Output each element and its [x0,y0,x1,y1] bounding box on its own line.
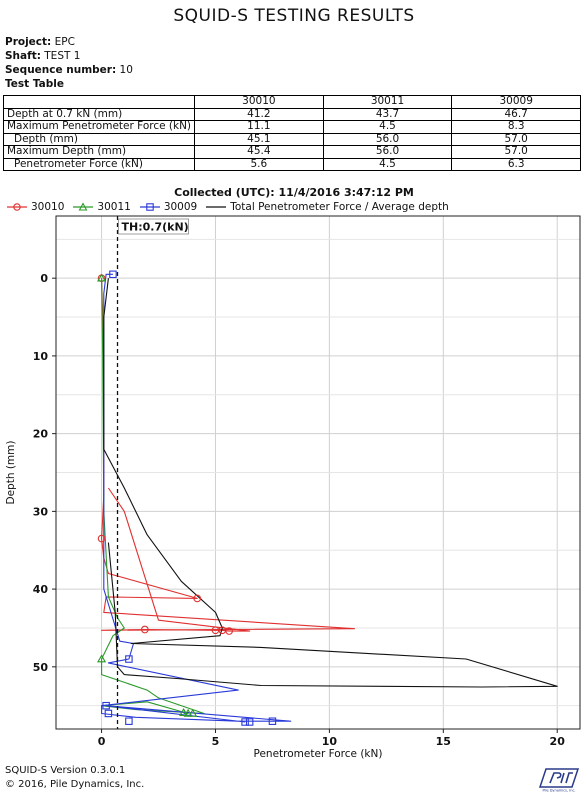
y-tick-label: 40 [33,583,49,596]
table-cell: 41.2 [194,107,324,121]
legend-item-30009: 30009 [139,201,197,213]
table-row: Maximum Depth (mm) 45.4 56.0 57.0 [2,145,581,159]
shaft-label: Shaft: [5,50,41,62]
footer-copyright: © 2016, Pile Dynamics, Inc. [5,779,145,790]
data-point-square [268,717,277,725]
test-table-label: Test Table [5,78,64,90]
legend-label: Total Penetrometer Force / Average depth [230,201,449,213]
legend-item-total: Total Penetrometer Force / Average depth [205,201,449,213]
table-corner [2,95,196,109]
pile-dynamics-logo-icon: Pile Dynamics, Inc. [538,768,580,793]
row-label: Depth (mm) [2,132,196,146]
chart-legend: 30010 30011 30009 Total Penetrometer For… [6,201,449,213]
collected-timestamp: Collected (UTC): 11/4/2016 3:47:12 PM [174,186,414,199]
legend-swatch-triangle-icon [73,202,94,211]
data-point-square [104,709,113,718]
series-line-1 [101,278,356,632]
legend-item-30011: 30011 [72,201,131,213]
x-axis-label: Penetrometer Force (kN) [254,748,383,760]
table-cell: 5.6 [194,157,324,171]
svg-text:Pile Dynamics, Inc.: Pile Dynamics, Inc. [542,789,575,793]
x-tick-label: 15 [436,735,451,748]
shaft-line: Shaft: TEST 1 [5,50,80,63]
data-point-square [125,717,133,725]
row-label: Penetrometer Force (kN) [2,157,196,171]
sequence-label: Sequence number: [5,64,117,76]
data-point-circle [141,625,149,634]
legend-swatch-circle-icon [7,203,27,211]
row-label: Depth at 0.7 kN (mm) [2,107,196,121]
table-cell: 57.0 [451,132,581,146]
footer-version: SQUID-S Version 0.3.0.1 [5,765,126,776]
y-tick-label: 50 [33,661,49,674]
data-point-square [125,655,133,663]
project-label: Project: [5,36,52,48]
y-tick-label: 0 [40,272,48,285]
x-tick-label: 5 [212,735,220,748]
results-table: 30010 30011 30009 Depth at 0.7 kN (mm) 4… [2,95,581,171]
row-label: Maximum Penetrometer Force (kN) [2,120,196,134]
table-cell: 45.1 [194,132,324,146]
legend-label: 30009 [163,201,198,213]
data-point-circle [193,594,202,603]
column-header: 30010 [194,95,324,109]
data-point-square [241,718,249,726]
table-row: Depth (mm) 45.1 56.0 57.0 [2,132,581,146]
table-cell: 56.0 [322,132,453,146]
data-point-circle [97,534,106,543]
table-cell: 11.1 [194,120,324,134]
shaft-value: TEST 1 [44,50,81,62]
table-cell: 6.3 [451,157,581,171]
data-point-triangle [188,708,198,717]
table-cell: 8.3 [451,120,581,134]
table-cell: 4.5 [322,157,453,171]
series-line-3 [101,273,292,723]
data-point-triangle [97,654,107,663]
table-cell: 4.5 [322,120,453,134]
sequence-value: 10 [119,64,133,76]
data-point-triangle [179,707,189,717]
legend-label: 30010 [31,201,65,213]
project-value: EPC [54,36,75,48]
legend-label: 30011 [97,201,131,213]
legend-item-30010: 30010 [6,201,64,213]
project-line: Project: EPC [5,36,75,49]
report-title: SQUID-S TESTING RESULTS [173,6,415,26]
column-header: 30011 [322,95,453,109]
data-point-triangle [97,273,107,282]
data-point-square [102,701,110,710]
table-cell: 43.7 [322,107,453,121]
table-cell: 45.4 [194,145,324,159]
table-row: Penetrometer Force (kN) 5.6 4.5 6.3 [2,157,581,171]
data-point-triangle [183,708,193,717]
threshold-label-box [118,218,189,235]
depth-force-chart: 0 5 10 15 20 0 10 20 30 40 50 Penetrometer Force (k… [5,215,581,760]
legend-swatch-square-icon [139,203,160,211]
table-header-row: 30010 30011 30009 [2,95,581,109]
x-tick-label: 20 [550,735,566,748]
table-row: Maximum Penetrometer Force (kN) 11.1 4.5… [2,120,581,134]
legend-swatch-line-icon [206,206,227,208]
threshold-label: TH:0.7(kN) [122,221,189,234]
y-tick-label: 10 [33,350,49,363]
table-cell: 56.0 [322,145,453,159]
table-cell: 57.0 [451,145,581,159]
sequence-line: Sequence number: 10 [5,64,133,77]
column-header: 30009 [451,95,581,109]
x-tick-label: 0 [98,735,106,748]
data-point-square [245,718,254,726]
plot-frame [55,215,581,730]
data-point-square [109,270,117,279]
table-cell: 46.7 [451,107,581,121]
y-tick-label: 20 [33,428,49,441]
y-tick-label: 30 [33,505,49,518]
x-tick-label: 10 [322,735,338,748]
data-point-circle [225,627,233,635]
test-table-label-line: Test Table [5,78,64,91]
row-label: Maximum Depth (mm) [2,145,196,159]
y-axis-label: Depth (mm) [5,441,17,505]
table-row: Depth at 0.7 kN (mm) 41.2 43.7 46.7 [2,107,581,121]
series-line-4 [103,278,558,688]
